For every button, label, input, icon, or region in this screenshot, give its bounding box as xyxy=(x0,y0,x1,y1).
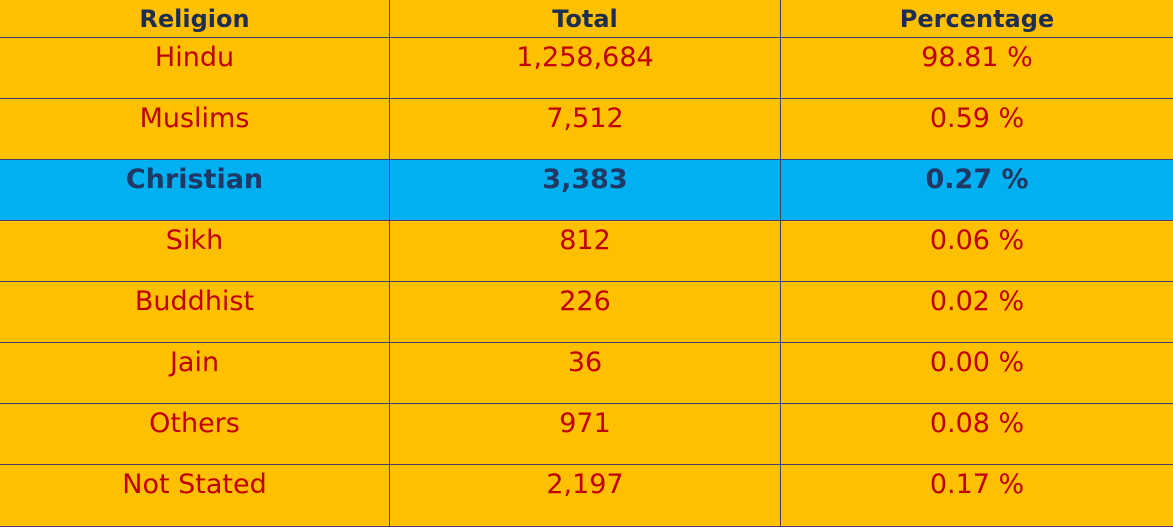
table-cell: Jain xyxy=(0,343,390,404)
table-cell: 7,512 xyxy=(390,99,781,160)
table-cell: Christian xyxy=(0,160,390,221)
header-cell: Religion xyxy=(0,0,390,38)
table-cell: 0.27 % xyxy=(781,160,1173,221)
table-cell: 36 xyxy=(390,343,781,404)
table-cell: 0.08 % xyxy=(781,404,1173,465)
table-cell: 0.06 % xyxy=(781,221,1173,282)
table-cell: Not Stated xyxy=(0,465,390,527)
table-cell: Buddhist xyxy=(0,282,390,343)
table-cell: 971 xyxy=(390,404,781,465)
table-cell: Sikh xyxy=(0,221,390,282)
header-cell: Total xyxy=(390,0,781,38)
table-cell: 0.00 % xyxy=(781,343,1173,404)
table-cell: 0.17 % xyxy=(781,465,1173,527)
header-cell: Percentage xyxy=(781,0,1173,38)
table-cell: 1,258,684 xyxy=(390,38,781,99)
table-cell: 2,197 xyxy=(390,465,781,527)
table-cell: 812 xyxy=(390,221,781,282)
table-cell: Hindu xyxy=(0,38,390,99)
table-cell: 0.02 % xyxy=(781,282,1173,343)
table-cell: 3,383 xyxy=(390,160,781,221)
table-cell: 98.81 % xyxy=(781,38,1173,99)
table-cell: Muslims xyxy=(0,99,390,160)
table-cell: 0.59 % xyxy=(781,99,1173,160)
table-cell: 226 xyxy=(390,282,781,343)
table-cell: Others xyxy=(0,404,390,465)
